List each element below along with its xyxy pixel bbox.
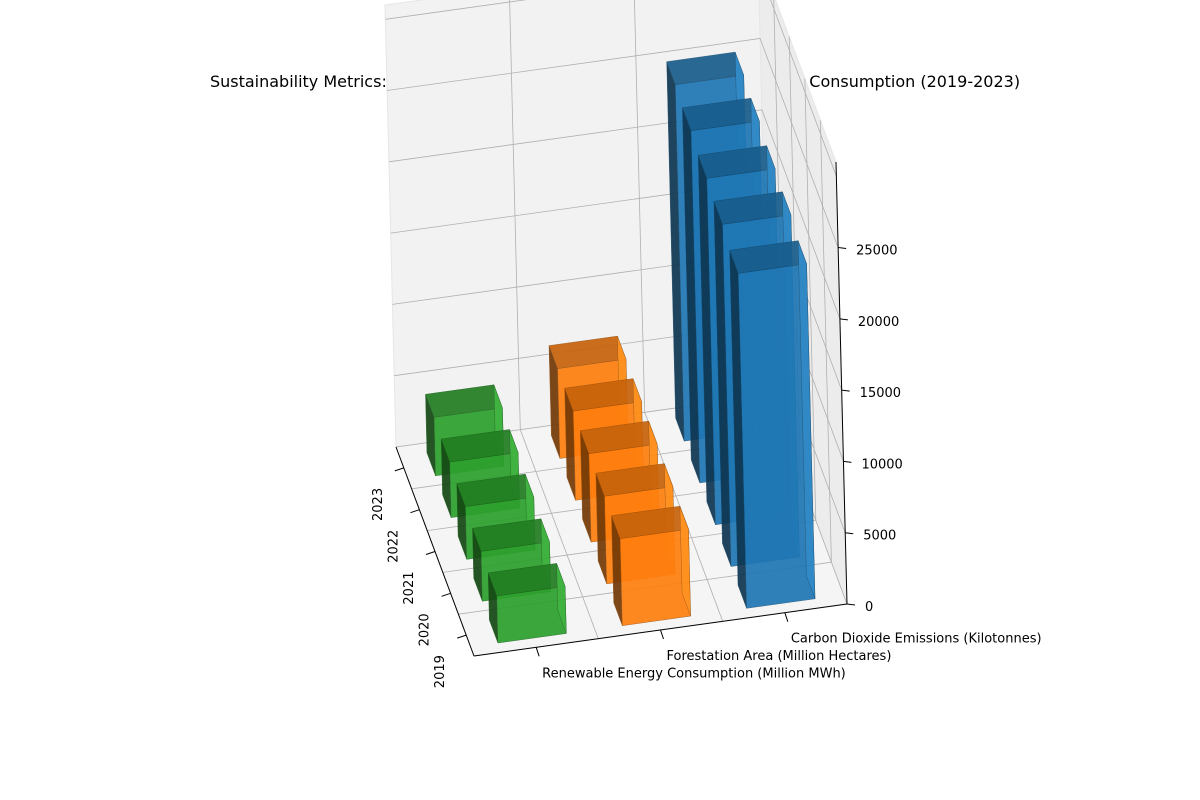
year-tick-label: 2022: [386, 530, 401, 563]
z-tick-label: 25000: [856, 244, 897, 259]
bar-face: [556, 563, 567, 634]
year-tick: [425, 551, 436, 555]
z-tick: [845, 532, 854, 535]
metric-gridline-floor: [519, 429, 599, 639]
metric-gridline-back: [634, 0, 646, 413]
metric-gridline-back: [509, 0, 521, 430]
bar-2019-series-2: [729, 240, 816, 609]
year-tick-label: 2019: [433, 655, 448, 688]
metric-tick-label: Renewable Energy Consumption (Million MW…: [542, 666, 846, 681]
z-tick: [841, 389, 850, 392]
year-tick-label: 2020: [418, 613, 433, 646]
year-gridline-side: [820, 120, 832, 563]
bar-2019-series-0: [487, 563, 567, 644]
year-tick-label: 2023: [371, 488, 386, 521]
bar-face: [496, 586, 567, 644]
z-tick: [838, 247, 847, 250]
bar-face: [797, 240, 816, 599]
z-tick: [839, 318, 848, 321]
bar-face: [679, 506, 691, 617]
metric-tick: [535, 647, 540, 657]
metric-tick: [784, 612, 789, 622]
year-tick-label: 2021: [402, 572, 417, 605]
year-tick: [457, 634, 467, 639]
year-tick: [410, 509, 420, 514]
bar-2019-series-1: [611, 505, 691, 626]
metric-tick-label: Forestation Area (Million Hectares): [667, 649, 892, 664]
z-tick-label: 20000: [858, 315, 899, 330]
metric-tick-label: Carbon Dioxide Emissions (Kilotonnes): [791, 632, 1042, 647]
z-tick-label: 5000: [863, 529, 896, 544]
year-gridline-side: [804, 78, 817, 521]
year-tick: [441, 592, 451, 597]
year-tick: [394, 467, 404, 472]
bar-face: [619, 528, 691, 626]
z-tick-label: 0: [865, 600, 873, 615]
z-tick-label: 15000: [860, 386, 901, 401]
z-tick-label: 10000: [861, 457, 902, 472]
z-tick: [843, 460, 852, 463]
metric-tick: [660, 629, 664, 640]
z-tick: [846, 603, 856, 606]
z-axis-line: [835, 161, 848, 605]
